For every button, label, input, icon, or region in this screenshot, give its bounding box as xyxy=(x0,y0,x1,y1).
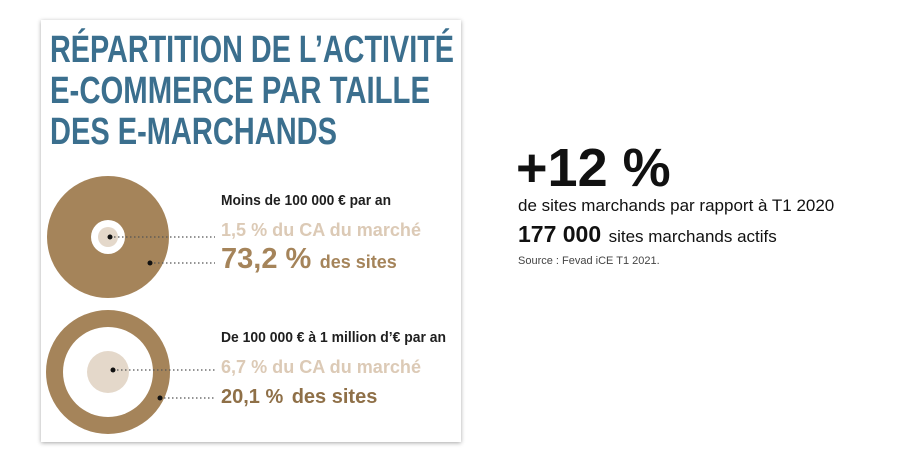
active-sites: 177 000 sites marchands actifs xyxy=(518,221,777,247)
sites-label: des sites xyxy=(320,252,397,272)
leader-dot xyxy=(107,234,113,240)
group-heading: De 100 000 € à 1 million d’€ par an xyxy=(221,329,446,346)
sites-share: 20,1 % des sites xyxy=(221,386,377,408)
growth-caption: de sites marchands par rapport à T1 2020 xyxy=(518,196,834,215)
inner-circle xyxy=(87,351,129,393)
sites-value: 73,2 % xyxy=(221,243,311,275)
group-heading: Moins de 100 000 € par an xyxy=(221,192,391,209)
title-line: RÉPARTITION DE L’ACTIVITÉ xyxy=(50,27,454,71)
growth-figure: +12 % xyxy=(516,138,671,198)
ca-share: 1,5 % du CA du marché xyxy=(221,220,421,240)
leader-dot xyxy=(157,395,163,401)
title-line: E-COMMERCE PAR TAILLE xyxy=(50,70,430,112)
active-sites-label: sites marchands actifs xyxy=(609,227,777,246)
ca-share: 6,7 % du CA du marché xyxy=(221,357,421,377)
active-sites-value: 177 000 xyxy=(518,221,601,247)
leader-dot xyxy=(110,367,116,373)
sites-share: 73,2 % des sites xyxy=(221,243,397,275)
leader-dot xyxy=(147,260,153,266)
source: Source : Fevad iCE T1 2021. xyxy=(518,255,660,267)
sites-label: des sites xyxy=(292,386,378,408)
sites-value: 20,1 % xyxy=(221,386,283,408)
title-line: DES E-MARCHANDS xyxy=(50,111,337,153)
